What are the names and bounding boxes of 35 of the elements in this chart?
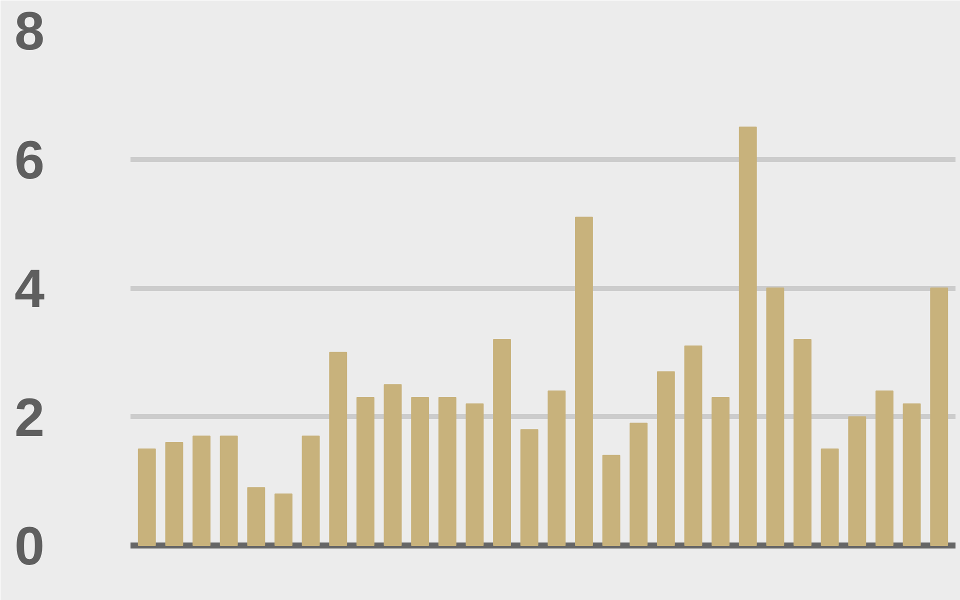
bar [930,288,948,546]
bar [876,390,894,546]
bar [356,396,374,546]
bar [329,352,348,546]
bar [712,396,730,546]
bar [220,436,238,546]
bar [602,454,620,546]
bar [466,403,484,546]
bar [438,396,456,546]
bar [684,345,702,546]
bar [493,339,511,546]
bar [302,436,320,546]
bar [192,436,210,546]
bar [766,288,784,546]
y-tick-label: 2 [14,388,45,448]
bar [165,442,184,546]
bar [630,422,648,546]
bar [520,429,538,546]
y-tick-label: 4 [14,259,45,319]
bar [848,416,866,546]
y-tick-label: 0 [14,516,45,576]
bar [575,216,593,546]
bar [902,403,921,546]
bar [794,339,812,546]
bar [738,126,757,546]
bar [656,371,675,546]
y-tick-label: 8 [14,2,45,62]
bar [820,448,839,546]
bar [138,448,156,546]
bar [548,390,566,546]
y-tick-label: 6 [14,130,45,190]
bar [274,494,292,546]
bar [384,384,402,546]
bar [247,487,266,546]
bar [411,396,430,546]
